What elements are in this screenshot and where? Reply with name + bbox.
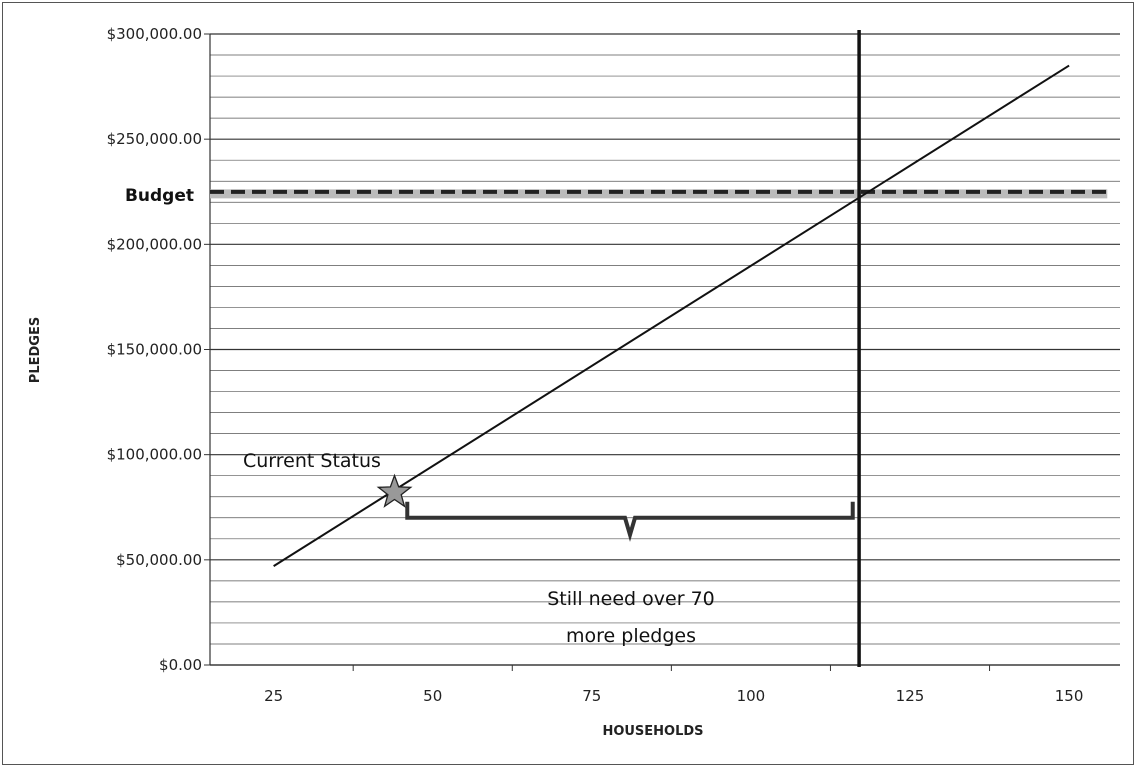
x-tick-label: 100: [737, 687, 766, 705]
annotation-line-1: Still need over 70: [547, 588, 715, 610]
pledge-trend-line: [273, 64, 1070, 567]
y-tick-label: $250,000.00: [107, 130, 202, 148]
current-status-label: Current Status: [243, 450, 381, 472]
tick-labels: $0.00 $50,000.00 $100,000.00 $150,000.00 $20…: [107, 25, 1084, 705]
axes: [204, 33, 1120, 671]
gap-brace: [405, 501, 855, 542]
y-tick-label: $50,000.00: [116, 551, 202, 569]
x-axis-title: HOUSEHOLDS: [602, 724, 703, 739]
x-tick-label: 125: [896, 687, 925, 705]
x-tick-label: 150: [1055, 687, 1084, 705]
x-tick-label: 50: [423, 687, 442, 705]
x-tick-label: 25: [264, 687, 283, 705]
y-tick-label: $150,000.00: [107, 341, 202, 359]
current-status-star-icon: [376, 473, 413, 508]
y-tick-label: $200,000.00: [107, 235, 202, 253]
series: [273, 64, 1070, 567]
grid-lines: [210, 33, 1120, 666]
y-tick-label: $100,000.00: [107, 446, 202, 464]
budget-line-group: [210, 189, 1108, 199]
y-tick-label: $300,000.00: [107, 25, 202, 43]
markers: [376, 30, 861, 667]
x-tick-label: 75: [582, 687, 601, 705]
y-axis-title: PLEDGES: [28, 317, 43, 383]
annotation-line-2: more pledges: [566, 625, 696, 647]
y-tick-label: $0.00: [159, 656, 202, 674]
budget-label: Budget: [125, 186, 194, 206]
